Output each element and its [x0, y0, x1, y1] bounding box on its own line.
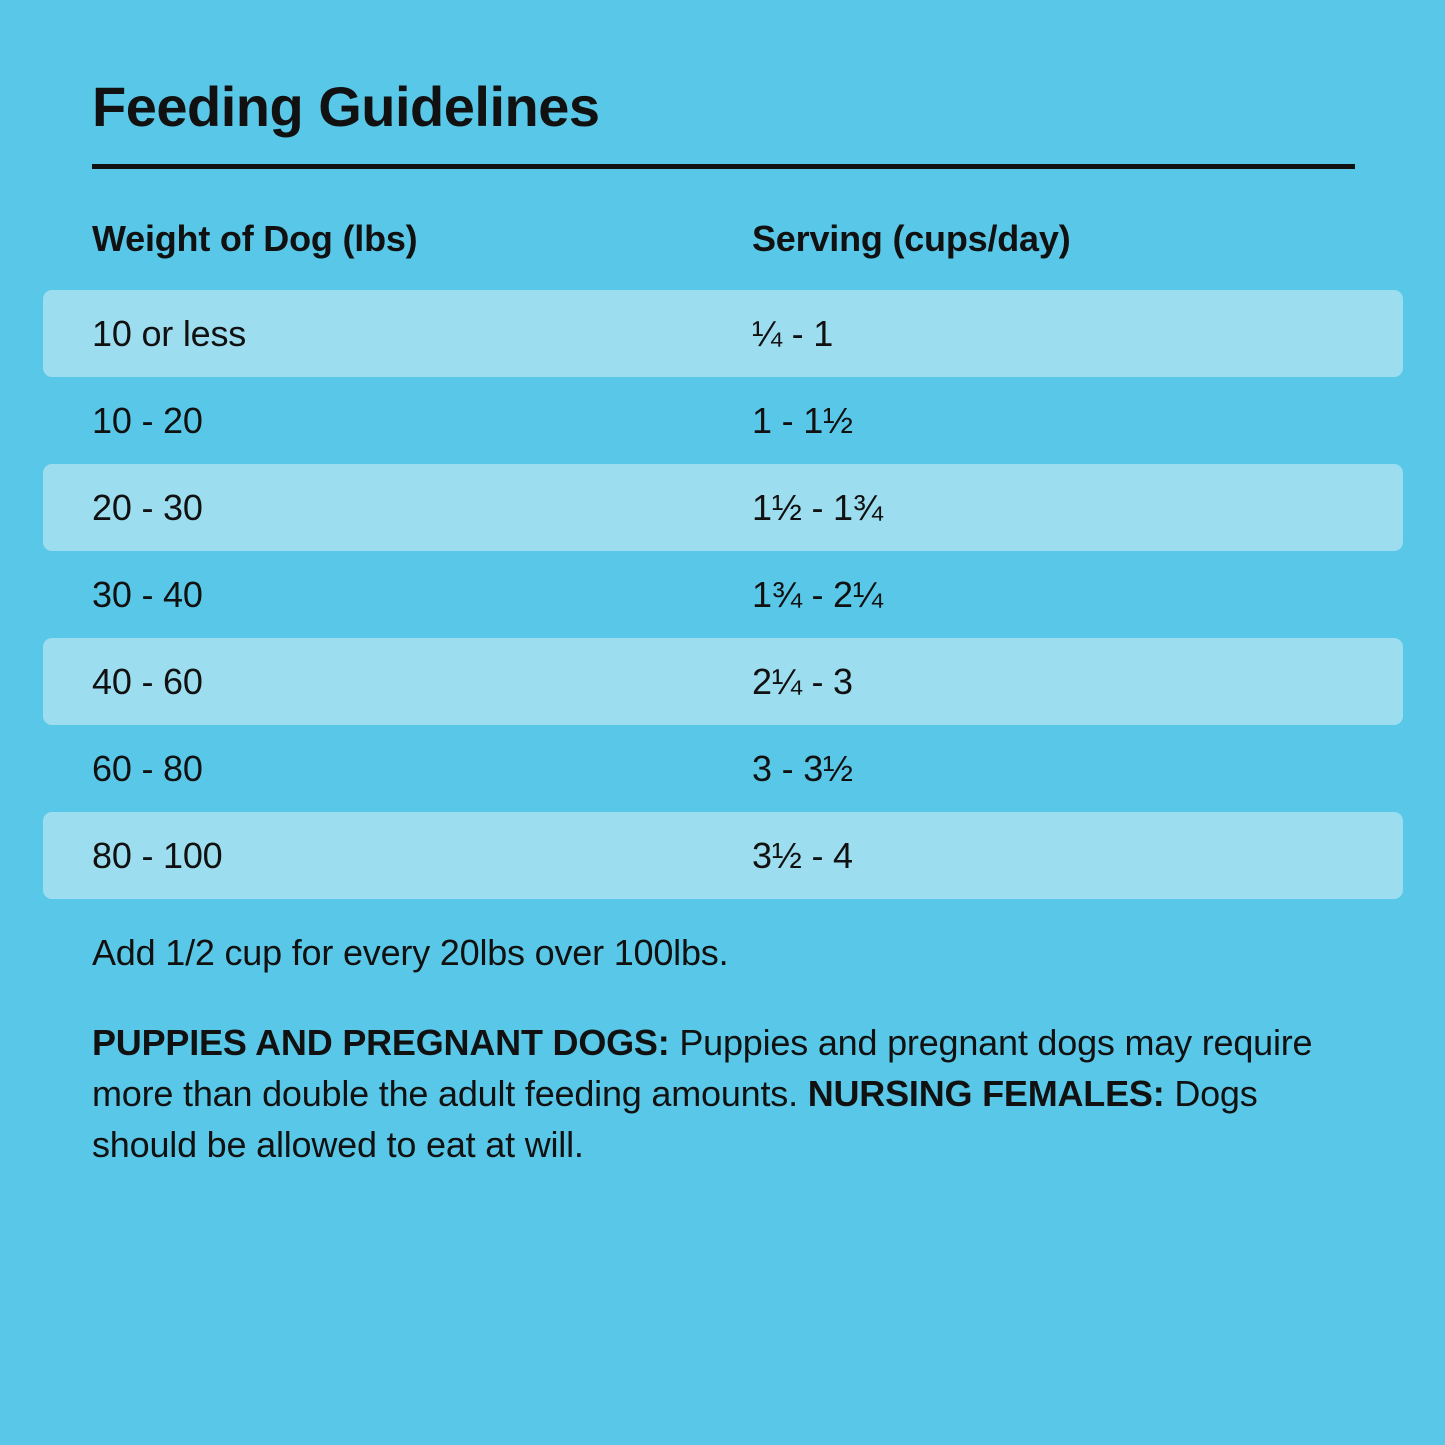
cell-serving: 1½ - 1¾ — [752, 486, 883, 528]
row-stripe — [43, 377, 1403, 464]
note-special-cases: PUPPIES AND PREGNANT DOGS: Puppies and p… — [92, 1017, 1362, 1170]
cell-weight: 10 - 20 — [92, 399, 203, 441]
nursing-text: Dogs should be allowed to eat at will. — [92, 1073, 1258, 1166]
notes-section: Add 1/2 cup for every 20lbs over 100lbs.… — [92, 935, 1362, 1170]
table-row: 30 - 40 1¾ - 2¼ — [0, 551, 1445, 638]
table-row: 60 - 80 3 - 3½ — [0, 725, 1445, 812]
note-add-rule: Add 1/2 cup for every 20lbs over 100lbs. — [92, 932, 729, 973]
puppies-text: Puppies and pregnant dogs may require mo… — [92, 1022, 1313, 1115]
table-header-row: Weight of Dog (lbs) Serving (cups/day) — [0, 202, 1445, 290]
table-row: 20 - 30 1½ - 1¾ — [0, 464, 1445, 551]
page-title: Feeding Guidelines — [92, 75, 600, 138]
table-row: 80 - 100 3½ - 4 — [0, 812, 1445, 899]
cell-serving: ¼ - 1 — [752, 312, 834, 354]
cell-weight: 80 - 100 — [92, 834, 223, 876]
row-stripe — [43, 551, 1403, 638]
cell-serving: 3½ - 4 — [752, 834, 853, 876]
table-body: 10 or less ¼ - 1 10 - 20 1 - 1½ 20 - 30 … — [0, 290, 1445, 899]
table-row: 40 - 60 2¼ - 3 — [0, 638, 1445, 725]
cell-weight: 30 - 40 — [92, 573, 203, 615]
feeding-table: Weight of Dog (lbs) Serving (cups/day) 1… — [0, 202, 1445, 899]
cell-weight: 10 or less — [92, 312, 247, 354]
row-stripe — [43, 464, 1403, 551]
title-divider — [92, 164, 1355, 169]
row-stripe — [43, 290, 1403, 377]
cell-serving: 1¾ - 2¼ — [752, 573, 883, 615]
cell-serving: 2¼ - 3 — [752, 660, 853, 702]
cell-weight: 40 - 60 — [92, 660, 203, 702]
column-header-serving: Serving (cups/day) — [752, 218, 1071, 259]
puppies-label: PUPPIES AND PREGNANT DOGS: — [92, 1022, 670, 1063]
cell-weight: 60 - 80 — [92, 747, 203, 789]
row-stripe — [43, 812, 1403, 899]
cell-serving: 1 - 1½ — [752, 399, 853, 441]
column-header-weight: Weight of Dog (lbs) — [92, 218, 418, 259]
row-stripe — [43, 725, 1403, 812]
table-row: 10 - 20 1 - 1½ — [0, 377, 1445, 464]
row-stripe — [43, 638, 1403, 725]
cell-weight: 20 - 30 — [92, 486, 203, 528]
table-row: 10 or less ¼ - 1 — [0, 290, 1445, 377]
cell-serving: 3 - 3½ — [752, 747, 853, 789]
nursing-label: NURSING FEMALES: — [807, 1073, 1165, 1115]
